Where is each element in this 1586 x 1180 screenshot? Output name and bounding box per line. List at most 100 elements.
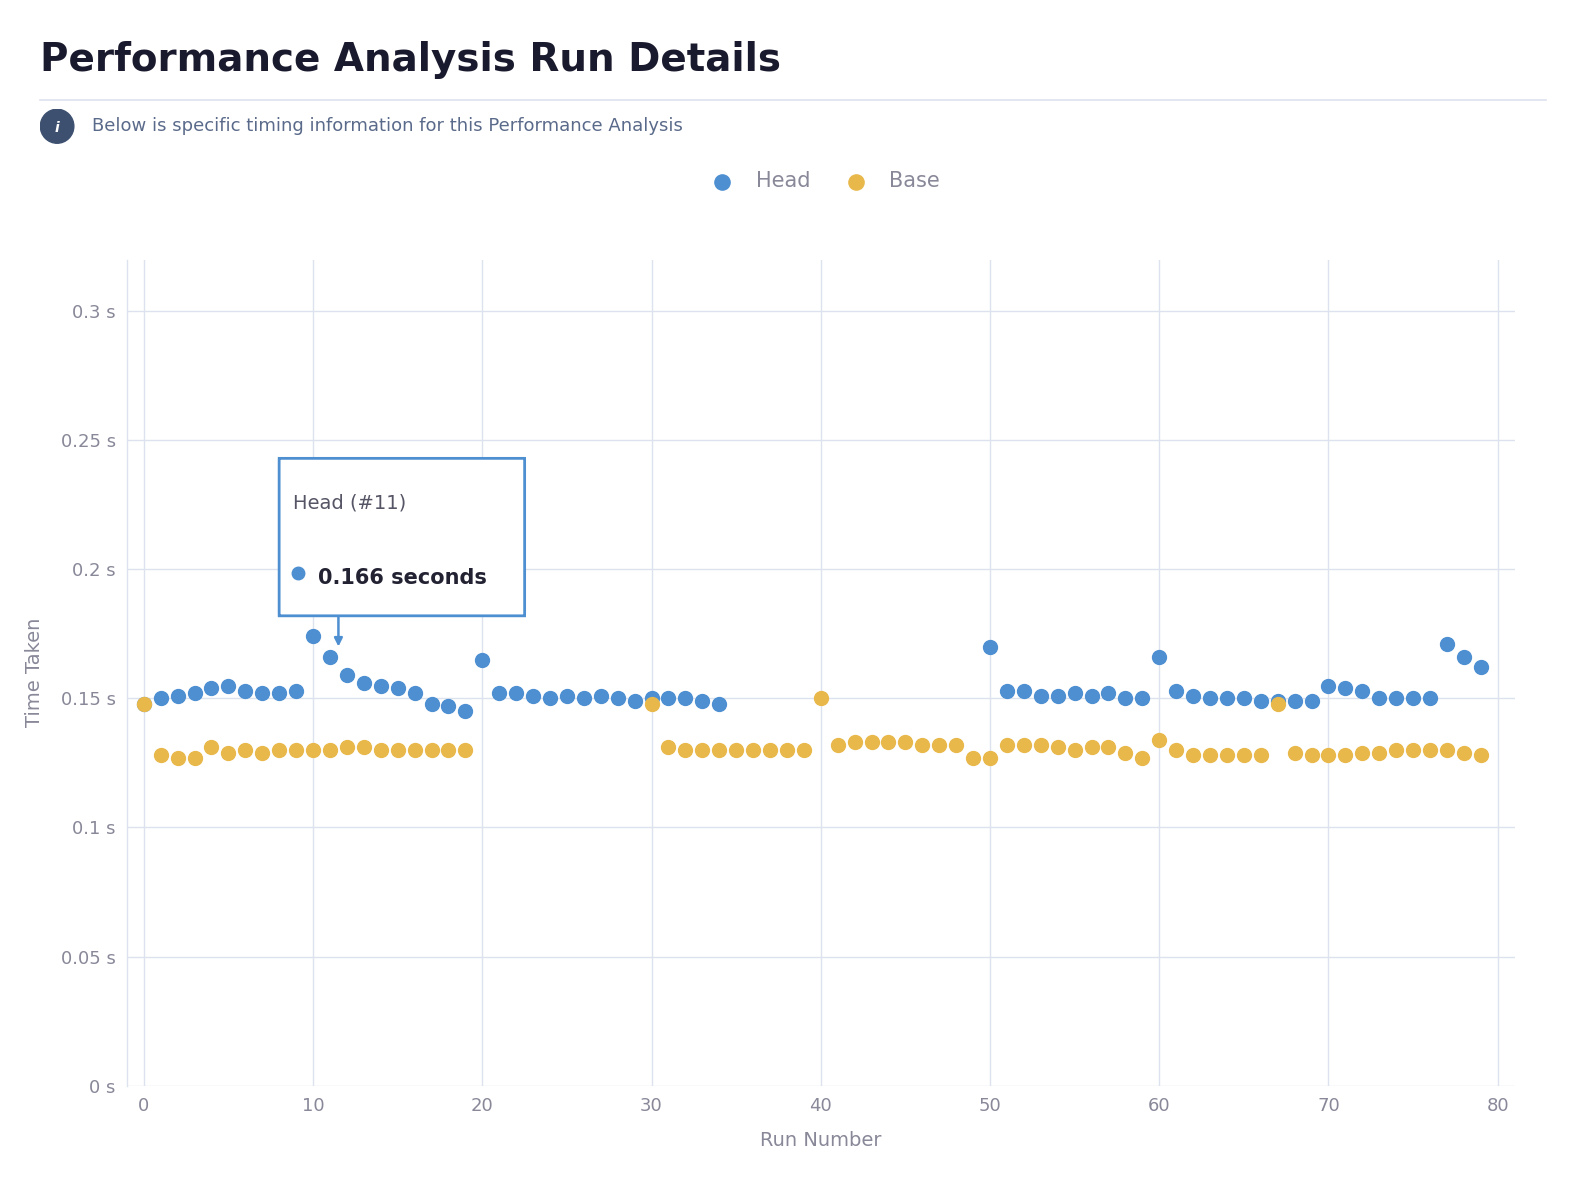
Point: [1045, 738, 1071, 756]
Point: [1248, 746, 1274, 765]
Point: [1078, 738, 1104, 756]
Point: [1129, 689, 1155, 708]
Point: [1281, 743, 1307, 762]
Point: [538, 689, 563, 708]
Point: [1028, 735, 1053, 754]
Point: [469, 650, 495, 669]
Point: [807, 689, 834, 708]
Point: [1248, 691, 1274, 710]
Point: [961, 748, 986, 767]
Point: [672, 689, 698, 708]
Point: [994, 681, 1020, 700]
Point: [690, 741, 715, 760]
Point: [249, 684, 274, 703]
Point: [860, 733, 885, 752]
Point: [1197, 746, 1223, 765]
Point: [1451, 743, 1477, 762]
Point: [385, 741, 411, 760]
Point: [1418, 741, 1443, 760]
Point: [1215, 689, 1240, 708]
Point: [1299, 746, 1324, 765]
Point: [335, 738, 360, 756]
Point: [266, 684, 292, 703]
Point: [1400, 689, 1426, 708]
Point: [893, 733, 918, 752]
Point: [419, 694, 444, 713]
Point: [1113, 689, 1139, 708]
Point: [1367, 689, 1393, 708]
Point: [198, 678, 224, 697]
Point: [554, 687, 579, 706]
Point: [723, 741, 749, 760]
Point: [147, 746, 173, 765]
Point: [1063, 684, 1088, 703]
Point: [655, 738, 680, 756]
Point: [1197, 689, 1223, 708]
Point: [1367, 743, 1393, 762]
Point: [757, 741, 782, 760]
Point: [1332, 746, 1358, 765]
Point: [216, 676, 241, 695]
Point: [1096, 684, 1121, 703]
Point: [165, 687, 190, 706]
Point: [672, 741, 698, 760]
Y-axis label: Time Taken: Time Taken: [25, 618, 44, 727]
Point: [335, 666, 360, 684]
Point: [317, 648, 343, 667]
Point: [588, 687, 614, 706]
Text: Head (#11): Head (#11): [293, 493, 406, 512]
Point: [300, 627, 325, 645]
Point: [1469, 746, 1494, 765]
Point: [1451, 648, 1477, 667]
Point: [1383, 741, 1408, 760]
Point: [249, 743, 274, 762]
Point: [1266, 694, 1291, 713]
Point: [436, 696, 462, 715]
Point: [1147, 730, 1172, 749]
Point: [1129, 748, 1155, 767]
Point: [1180, 746, 1205, 765]
Point: [284, 741, 309, 760]
Point: [1316, 746, 1342, 765]
Point: [1180, 687, 1205, 706]
Point: [1063, 741, 1088, 760]
Point: [1231, 689, 1256, 708]
Point: [368, 741, 393, 760]
Point: [1350, 743, 1375, 762]
Point: [317, 741, 343, 760]
Point: [233, 741, 259, 760]
X-axis label: Run Number: Run Number: [760, 1132, 882, 1150]
Point: [520, 687, 546, 706]
Point: [1418, 689, 1443, 708]
Point: [875, 733, 901, 752]
Point: [487, 684, 512, 703]
Point: [132, 694, 157, 713]
Point: [1231, 746, 1256, 765]
Point: [1332, 678, 1358, 697]
Point: [1434, 635, 1459, 654]
Point: [1012, 681, 1037, 700]
Point: [436, 741, 462, 760]
Point: [1350, 681, 1375, 700]
Point: [639, 689, 665, 708]
Point: [825, 735, 850, 754]
Point: [284, 681, 309, 700]
Point: [198, 738, 224, 756]
Point: [1164, 741, 1190, 760]
Point: [1266, 691, 1291, 710]
Point: [401, 741, 427, 760]
Point: [1434, 741, 1459, 760]
Point: [655, 689, 680, 708]
Point: [690, 691, 715, 710]
Point: [1299, 691, 1324, 710]
Point: [1316, 676, 1342, 695]
Point: [385, 678, 411, 697]
Point: [1028, 687, 1053, 706]
Point: [1400, 741, 1426, 760]
Point: [300, 741, 325, 760]
Point: [622, 691, 647, 710]
Text: 0.166 seconds: 0.166 seconds: [319, 568, 487, 588]
Point: [994, 735, 1020, 754]
Point: [1383, 689, 1408, 708]
Point: [351, 674, 376, 693]
